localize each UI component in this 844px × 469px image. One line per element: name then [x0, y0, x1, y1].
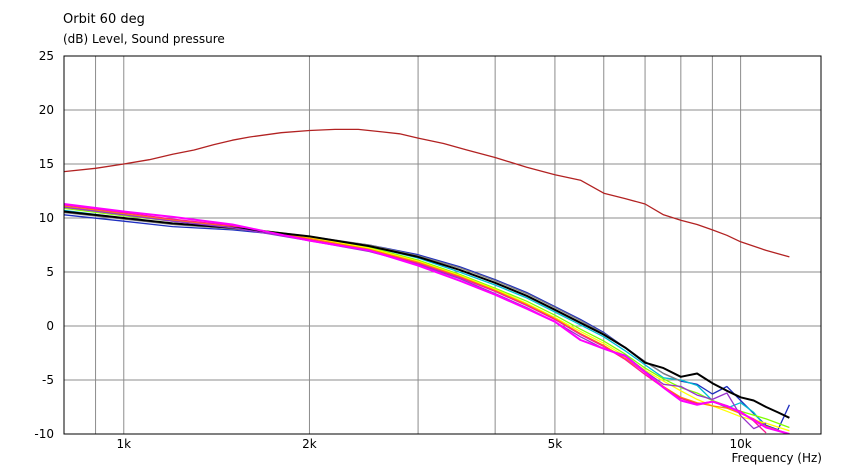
- y-axis-label: (dB) Level, Sound pressure: [63, 32, 225, 46]
- x-tick-label: 2k: [302, 437, 317, 451]
- y-tick-label: 0: [46, 319, 54, 333]
- series-line: [64, 211, 682, 382]
- y-tick-label: 20: [39, 103, 54, 117]
- series-line: [64, 128, 790, 258]
- series-line: [64, 206, 767, 430]
- series-line: [64, 204, 767, 434]
- x-tick-label: 10k: [729, 437, 751, 451]
- grid-layer: [63, 56, 821, 434]
- plot-area: [64, 128, 790, 434]
- series-line: [64, 210, 790, 419]
- chart-title: Orbit 60 deg: [63, 12, 145, 27]
- plot-frame: [63, 55, 822, 435]
- y-tick-label: -5: [42, 373, 54, 387]
- y-tick-label: 15: [39, 157, 54, 171]
- series-line: [64, 209, 767, 428]
- y-tick-label: 5: [46, 265, 54, 279]
- x-axis-label: Frequency (Hz): [731, 451, 823, 465]
- series-line: [64, 203, 790, 434]
- series-layer: [64, 128, 790, 434]
- tick-labels: 25 20 15 10 5 0 -5 -10 1k 2k 5k 10k: [34, 49, 751, 451]
- y-tick-label: 10: [39, 211, 54, 225]
- y-tick-label: -10: [34, 427, 54, 441]
- y-tick-label: 25: [39, 49, 54, 63]
- x-tick-label: 1k: [116, 437, 131, 451]
- series-line: [64, 205, 790, 434]
- x-tick-label: 5k: [548, 437, 563, 451]
